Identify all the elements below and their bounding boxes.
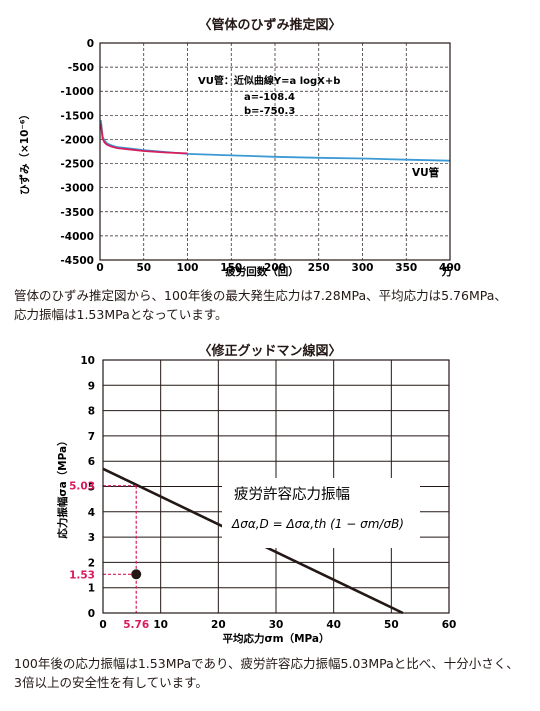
chart1-series-label-vu: VU管 <box>412 166 440 179</box>
chart2-frame <box>102 359 450 614</box>
chart1-y-tick-label: -2500 <box>60 159 94 171</box>
paragraph-goodman: 100年後の応力振幅は1.53MPaであり、疲労許容応力振幅5.03MPaと比べ… <box>14 654 530 692</box>
chart2-point-marker <box>131 569 142 580</box>
chart1-x-label: 疲労回数（回） <box>225 265 299 278</box>
chart1-y-tick-label: -4500 <box>60 255 94 267</box>
chart2-x-tick-label: 20 <box>211 619 226 631</box>
chart1-title: 〈管体のひずみ推定図〉 <box>198 18 342 33</box>
chart1-x-tick-label: 300 <box>352 262 374 274</box>
paragraph-strain-line1: 管体のひずみ推定図から、100年後の最大発生応力は7.28MPa、平均応力は5.… <box>14 288 507 303</box>
chart2-x-tick-label: 30 <box>269 619 284 631</box>
chart2-x-tick-label: 60 <box>442 619 457 631</box>
chart2-x-tick-label: 40 <box>326 619 341 631</box>
chart2-x-tick-label: 10 <box>153 619 168 631</box>
chart1-y-tick-label: -1500 <box>60 110 94 122</box>
chart1-x-tick-label: 200 <box>264 262 286 274</box>
chart2-x-label: 平均応力σm（MPa） <box>222 632 329 645</box>
chart1-y-tick-label: -4000 <box>60 231 94 243</box>
paragraph-strain-line2: 応力振幅は1.53MPaとなっています。 <box>14 307 228 322</box>
chart2-y-tick-label: 3 <box>88 532 95 544</box>
paragraph-goodman-line1: 100年後の応力振幅は1.53MPaであり、疲労許容応力振幅5.03MPaと比べ… <box>14 656 519 671</box>
chart2-y-tick-label: 9 <box>88 380 95 392</box>
chart1-x-tick-label: 400 <box>439 262 461 274</box>
chart2-y-tick-label: 2 <box>88 557 95 569</box>
chart1-annotation-heading: VU管：近似曲線Y=a logX+b <box>198 74 340 87</box>
chart2-x-tick-label: 0 <box>99 619 106 631</box>
chart1-x-tick-label: 50 <box>136 262 151 274</box>
chart1-y-label: ひずみ（×10⁻⁶） <box>18 109 31 195</box>
chart1-x-ticks: 0 50 100 150 200 250 300 350 400 <box>96 262 461 274</box>
chart2-y-tick-label: 7 <box>88 431 95 443</box>
chart2-y-tick-label: 1 <box>88 583 95 595</box>
chart2-y-tick-label: 4 <box>88 507 95 519</box>
paragraph-goodman-line2: 3倍以上の安全性を有しています。 <box>14 675 208 690</box>
chart2-point-label-x: 5.76 <box>123 619 149 631</box>
chart2-annotation-title: 疲労許容応力振幅 <box>234 486 350 503</box>
chart1-y-tick-label: -3500 <box>60 207 94 219</box>
chart2-y-ticks: 0 1 2 3 4 5 6 7 8 9 10 <box>80 355 95 620</box>
chart1-x-unit: 万 <box>441 266 453 278</box>
chart2-y-label: 応力振幅σa（MPa） <box>56 435 69 538</box>
chart1-y-tick-label: 0 <box>87 38 94 50</box>
chart1-annotation-b: b=-750.3 <box>244 106 295 117</box>
chart2-x-ticks: 0 10 20 30 40 50 60 <box>99 619 456 631</box>
chart2-annotation-box <box>222 478 420 548</box>
chart1-y-tick-label: -3000 <box>60 183 94 195</box>
chart2-point-label-y: 1.53 <box>69 569 95 581</box>
chart1-x-tick-label: 0 <box>96 262 103 274</box>
chart1-y-tick-label: -1000 <box>60 86 94 98</box>
chart2-y-tick-label: 8 <box>88 406 95 418</box>
chart2-x-tick-label: 50 <box>384 619 399 631</box>
chart1-y-tick-label: -2000 <box>60 134 94 146</box>
chart1-series-vu-line <box>100 120 451 162</box>
chart1-x-tick-label: 150 <box>220 262 242 274</box>
paragraph-strain: 管体のひずみ推定図から、100年後の最大発生応力は7.28MPa、平均応力は5.… <box>14 286 530 324</box>
chart2-formula: Δσα,D = Δσα,th (1 − σm/σB) <box>231 517 404 531</box>
chart1-series <box>100 120 451 162</box>
chart1-grid <box>100 43 450 260</box>
chart1-y-ticks: 0 -500 -1000 -1500 -2000 -2500 -3000 -3500 -4000… <box>60 38 94 267</box>
chart1-y-tick-label: -500 <box>68 62 94 74</box>
chart2-title: 〈修正グッドマン線図〉 <box>198 344 342 359</box>
chart1-x-tick-label: 100 <box>177 262 199 274</box>
chart1-x-tick-label: 350 <box>395 262 417 274</box>
chart1-series-measured-line <box>100 123 188 155</box>
chart1-annotation-a: a=-108.4 <box>244 92 295 103</box>
strain-chart: 0 -500 -1000 -1500 -2000 -2500 -3000 -3500 -4000… <box>18 38 461 278</box>
chart1-x-tick-label: 250 <box>308 262 330 274</box>
chart1-frame <box>99 42 451 261</box>
chart2-y-tick-label: 10 <box>80 355 95 367</box>
chart2-y-tick-label: 5 <box>88 482 95 494</box>
chart2-y-tick-label: 6 <box>88 456 95 468</box>
chart2-ref-label-5-03: 5.03 <box>69 481 95 493</box>
goodman-chart: 0 1 2 3 4 5 6 7 8 9 10 0 10 20 30 40 50 60 平均応力σm（MPa） 応… <box>56 355 456 645</box>
chart2-y-tick-label: 0 <box>88 608 95 620</box>
